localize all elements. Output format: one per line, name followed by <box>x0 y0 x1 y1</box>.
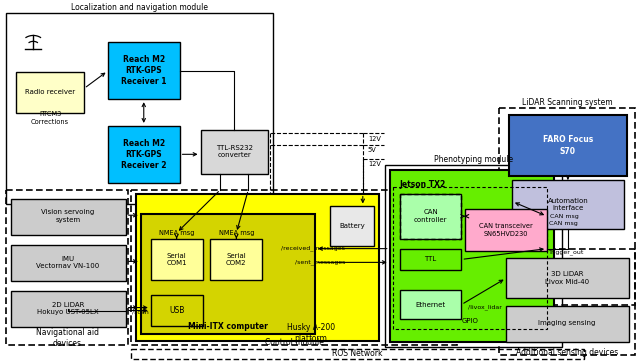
Text: Vision servoing
system: Vision servoing system <box>42 210 95 223</box>
Text: Additional sensing devices: Additional sensing devices <box>516 348 618 357</box>
Text: RTCM3
Corrections: RTCM3 Corrections <box>31 111 69 125</box>
Bar <box>390 170 554 342</box>
Text: Battery: Battery <box>339 223 365 229</box>
Bar <box>399 194 461 239</box>
Bar <box>512 180 623 229</box>
Bar <box>330 206 374 246</box>
Text: /livox_lidar: /livox_lidar <box>468 305 502 310</box>
Bar <box>131 190 458 345</box>
Text: ROS Network: ROS Network <box>332 349 383 358</box>
Text: NMEA msg: NMEA msg <box>219 230 254 236</box>
Bar <box>499 249 635 355</box>
Text: Trigger_out: Trigger_out <box>549 250 584 256</box>
Text: Serial
COM2: Serial COM2 <box>226 253 246 266</box>
Text: Automation
interface: Automation interface <box>548 198 588 211</box>
Text: Navigational aid
devices: Navigational aid devices <box>36 328 99 348</box>
Text: Ethernet: Ethernet <box>415 302 445 308</box>
Bar <box>393 187 547 329</box>
Text: 5V: 5V <box>368 147 376 153</box>
Bar <box>399 249 461 270</box>
Bar <box>506 258 628 298</box>
Bar <box>385 165 562 347</box>
Text: 3D LiDAR
Livox Mid-40: 3D LiDAR Livox Mid-40 <box>545 272 589 285</box>
Bar <box>12 291 126 327</box>
Bar <box>506 306 628 342</box>
Bar <box>151 239 202 280</box>
Text: NMEA msg: NMEA msg <box>159 230 195 236</box>
Bar <box>499 108 635 304</box>
Text: USB: USB <box>169 306 184 315</box>
Text: /received_messages: /received_messages <box>281 246 345 252</box>
Bar <box>17 72 84 113</box>
Text: Control module: Control module <box>265 338 324 347</box>
Text: Serial
COM1: Serial COM1 <box>166 253 187 266</box>
Text: GPIO: GPIO <box>461 318 478 324</box>
Bar <box>12 198 126 235</box>
Text: CAN msg: CAN msg <box>549 220 578 226</box>
Bar <box>131 349 584 359</box>
Text: IMU
Vectornav VN-100: IMU Vectornav VN-100 <box>36 256 100 269</box>
Text: /sent_messages: /sent_messages <box>294 260 345 265</box>
Text: 2D LiDAR
Hokuyo UST-05LX: 2D LiDAR Hokuyo UST-05LX <box>37 302 99 315</box>
Text: CAN msg: CAN msg <box>550 214 579 219</box>
Bar <box>136 194 379 341</box>
Text: CAN
controller: CAN controller <box>414 210 447 223</box>
Text: Mini-ITX computer: Mini-ITX computer <box>188 322 268 331</box>
Text: Jetson TX2: Jetson TX2 <box>399 180 446 189</box>
Bar <box>399 194 461 239</box>
Text: TTL-RS232
converter: TTL-RS232 converter <box>216 145 253 158</box>
Bar <box>151 295 202 326</box>
Text: /scan: /scan <box>132 310 148 315</box>
Text: FARO Focus
S70: FARO Focus S70 <box>543 135 593 156</box>
Text: Husky A-200
platform: Husky A-200 platform <box>287 323 335 343</box>
Text: LiDAR Scanning system: LiDAR Scanning system <box>522 98 612 107</box>
Bar <box>108 42 180 99</box>
Text: TTL: TTL <box>424 256 436 262</box>
Bar <box>12 245 126 281</box>
Bar <box>399 290 461 319</box>
Text: 12V: 12V <box>368 136 381 142</box>
Text: 12V: 12V <box>368 161 381 167</box>
Bar <box>108 126 180 183</box>
Text: Reach M2
RTK-GPS
Receiver 1: Reach M2 RTK-GPS Receiver 1 <box>121 55 166 87</box>
Text: Phenotyping module: Phenotyping module <box>434 155 513 164</box>
Bar <box>6 13 273 205</box>
Text: Reach M2
RTK-GPS
Receiver 2: Reach M2 RTK-GPS Receiver 2 <box>121 139 166 170</box>
Bar <box>6 190 128 345</box>
Bar <box>200 130 268 174</box>
Text: Radio receiver: Radio receiver <box>25 89 76 96</box>
Bar <box>509 115 627 176</box>
Bar <box>465 209 547 251</box>
Text: Localization and navigation module: Localization and navigation module <box>71 3 208 12</box>
Text: Imaging sensing: Imaging sensing <box>538 320 596 326</box>
Bar <box>141 214 315 334</box>
Text: CAN transceiver
SN65HVD230: CAN transceiver SN65HVD230 <box>479 223 533 237</box>
Bar <box>211 239 262 280</box>
